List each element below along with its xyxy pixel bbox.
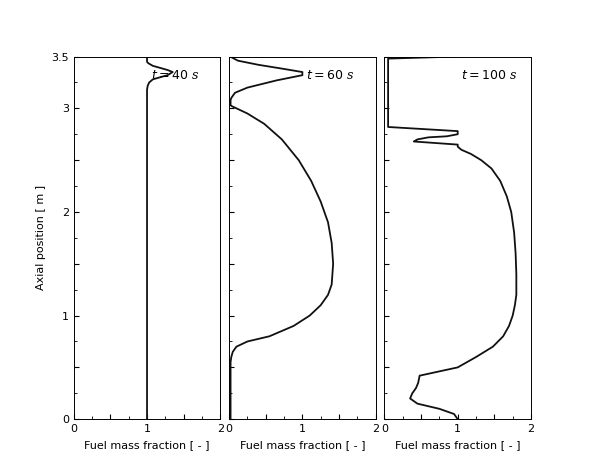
Text: $t = 100$ s: $t = 100$ s (461, 69, 517, 82)
X-axis label: Fuel mass fraction [ - ]: Fuel mass fraction [ - ] (84, 439, 210, 450)
X-axis label: Fuel mass fraction [ - ]: Fuel mass fraction [ - ] (395, 439, 520, 450)
Text: $t = 60$ s: $t = 60$ s (306, 69, 354, 82)
Text: $t = 40$ s: $t = 40$ s (150, 69, 199, 82)
X-axis label: Fuel mass fraction [ - ]: Fuel mass fraction [ - ] (240, 439, 365, 450)
Y-axis label: Axial position [ m ]: Axial position [ m ] (36, 185, 45, 291)
